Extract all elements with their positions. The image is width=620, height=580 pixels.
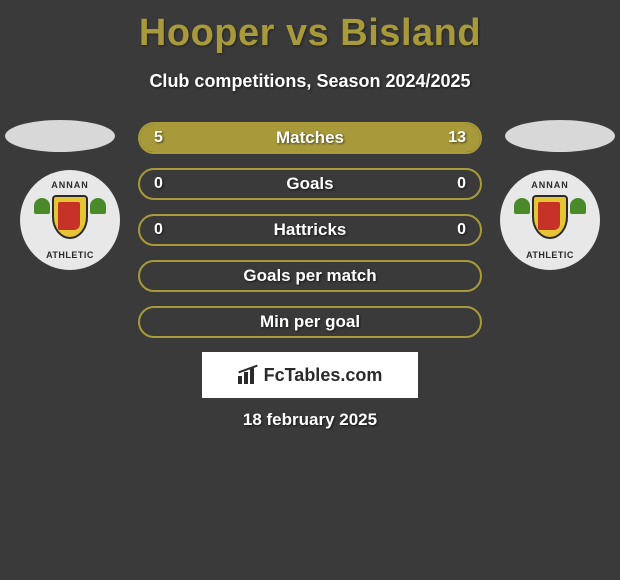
stat-row: Min per goal: [138, 306, 482, 338]
player-left-avatar: [5, 120, 115, 152]
stats-panel: 513Matches 00Goals 00Hattricks Goals per ma…: [138, 122, 482, 352]
club-badge-right: ANNAN ATHLETIC: [500, 170, 600, 270]
stat-label: Hattricks: [140, 220, 480, 240]
badge-right-top: ANNAN: [510, 180, 590, 190]
boot-icon: [58, 202, 80, 230]
boot-icon: [538, 202, 560, 230]
chart-icon: [238, 366, 258, 384]
stat-row: Goals per match: [138, 260, 482, 292]
badge-right-bot: ATHLETIC: [510, 250, 590, 260]
thistle-icon: [570, 198, 586, 214]
stat-label: Goals: [140, 174, 480, 194]
footer-date: 18 february 2025: [0, 410, 620, 430]
stat-label: Goals per match: [140, 266, 480, 286]
thistle-icon: [514, 198, 530, 214]
stat-label: Matches: [140, 128, 480, 148]
page-title: Hooper vs Bisland: [0, 0, 620, 55]
stat-row: 00Goals: [138, 168, 482, 200]
badge-left-top: ANNAN: [30, 180, 110, 190]
club-badge-left: ANNAN ATHLETIC: [20, 170, 120, 270]
stat-row: 00Hattricks: [138, 214, 482, 246]
brand-badge[interactable]: FcTables.com: [202, 352, 418, 398]
stat-label: Min per goal: [140, 312, 480, 332]
stat-row: 513Matches: [138, 122, 482, 154]
thistle-icon: [90, 198, 106, 214]
thistle-icon: [34, 198, 50, 214]
player-right-avatar: [505, 120, 615, 152]
brand-text: FcTables.com: [264, 365, 383, 386]
badge-left-bot: ATHLETIC: [30, 250, 110, 260]
subtitle: Club competitions, Season 2024/2025: [0, 71, 620, 92]
